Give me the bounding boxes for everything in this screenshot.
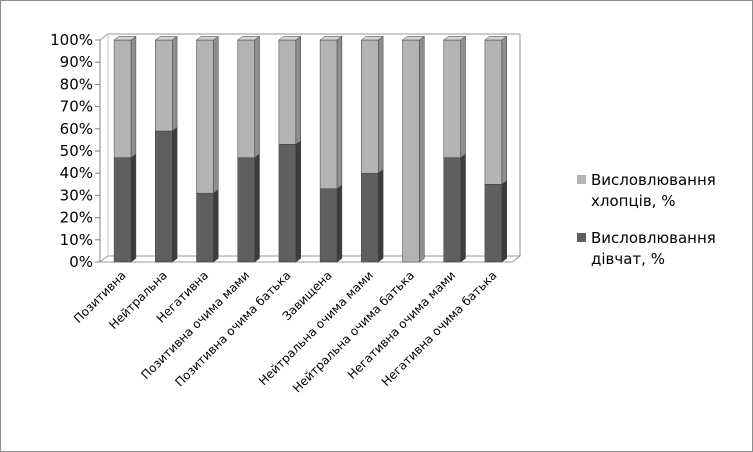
bar-side	[213, 189, 219, 263]
bar-top	[236, 36, 261, 41]
bar-top	[278, 36, 302, 41]
bar-top	[401, 36, 426, 41]
bar-segment	[484, 180, 508, 263]
bar-segment	[401, 35, 426, 263]
y-tick-label: 80%	[60, 75, 93, 93]
bar-side	[295, 35, 301, 145]
bar-segment	[319, 184, 343, 263]
bar-front	[196, 39, 214, 194]
bar-front	[361, 39, 379, 174]
bar-side	[501, 180, 507, 263]
bar-segment	[113, 153, 137, 263]
bar-top	[319, 36, 343, 41]
legend-item: Висловлювання дівчат, %	[577, 229, 716, 268]
bar-side	[172, 35, 178, 132]
bar-segment	[154, 35, 178, 132]
bar-side	[172, 126, 178, 263]
y-axis: 0% 10% 20% 30% 40% 50% 60% 70% 80% 90% 100%	[50, 31, 101, 271]
bar-top	[484, 36, 508, 41]
y-tick-label: 20%	[60, 209, 93, 227]
y-tick-label: 10%	[60, 231, 93, 249]
bar-front	[278, 39, 297, 145]
bar-segment	[360, 169, 384, 263]
bar-side	[336, 35, 343, 190]
legend-label-line1: Висловлювання	[591, 229, 716, 247]
bar-segment	[360, 35, 384, 174]
bar-front	[484, 184, 503, 263]
bar-front	[113, 157, 132, 263]
bar-segment	[113, 35, 137, 159]
bar-front	[278, 144, 297, 263]
bar-front	[443, 157, 461, 263]
bar-segment	[319, 35, 343, 190]
legend-item: Висловлювання хлопців, %	[577, 171, 716, 210]
legend-swatch	[577, 175, 586, 184]
bar-segment	[236, 35, 261, 159]
legend-label-line2: хлопців, %	[591, 192, 675, 210]
bar-front	[443, 39, 461, 158]
bar-front	[319, 39, 338, 189]
bars	[113, 35, 508, 263]
bar-top	[360, 36, 384, 41]
bar-front	[155, 39, 173, 132]
legend-label-line1: Висловлювання	[591, 171, 716, 189]
bar-top	[154, 36, 178, 41]
bar-side	[336, 184, 343, 263]
bar-front	[237, 39, 255, 158]
bar-segment	[278, 140, 302, 263]
y-tick-label: 40%	[60, 164, 93, 182]
bar-side	[378, 35, 384, 174]
bar-segment	[442, 35, 467, 159]
y-tick-label: 90%	[60, 53, 93, 71]
y-tick-label: 60%	[60, 120, 93, 138]
bar-side	[130, 35, 137, 159]
bar-side	[213, 35, 219, 194]
bar-front	[113, 39, 132, 158]
y-tick-label: 30%	[60, 186, 93, 204]
bar-front	[237, 157, 255, 263]
y-tick-label: 0%	[69, 253, 93, 271]
bar-side	[460, 153, 466, 263]
y-tick-label: 50%	[60, 142, 93, 160]
bar-side	[460, 35, 466, 159]
bar-side	[254, 35, 260, 159]
bar-front	[319, 188, 338, 263]
bar-top	[442, 36, 467, 41]
bar-top	[195, 36, 220, 41]
bar-segment	[278, 35, 302, 145]
y-tick-label: 70%	[60, 98, 93, 116]
bar-side	[130, 153, 137, 263]
bar-side	[254, 153, 260, 263]
bar-front	[155, 130, 173, 263]
bar-front	[196, 192, 214, 263]
y-tick-label: 100%	[50, 31, 93, 49]
legend: Висловлювання хлопців, % Висловлювання дівч…	[577, 171, 716, 268]
bar-segment	[484, 35, 508, 185]
bar-segment	[236, 153, 261, 263]
bar-side	[295, 140, 301, 263]
bar-segment	[195, 189, 220, 263]
legend-label-line2: дівчат, %	[591, 250, 665, 268]
bar-side	[378, 169, 384, 263]
bar-segment	[154, 126, 178, 263]
bar-top	[113, 36, 137, 41]
bar-front	[361, 172, 379, 263]
legend-swatch	[577, 233, 586, 242]
bar-front	[484, 39, 503, 185]
bar-segment	[195, 35, 220, 194]
bar-front	[402, 39, 420, 263]
bar-side	[419, 35, 425, 263]
bar-segment	[442, 153, 467, 263]
bar-side	[501, 35, 507, 185]
